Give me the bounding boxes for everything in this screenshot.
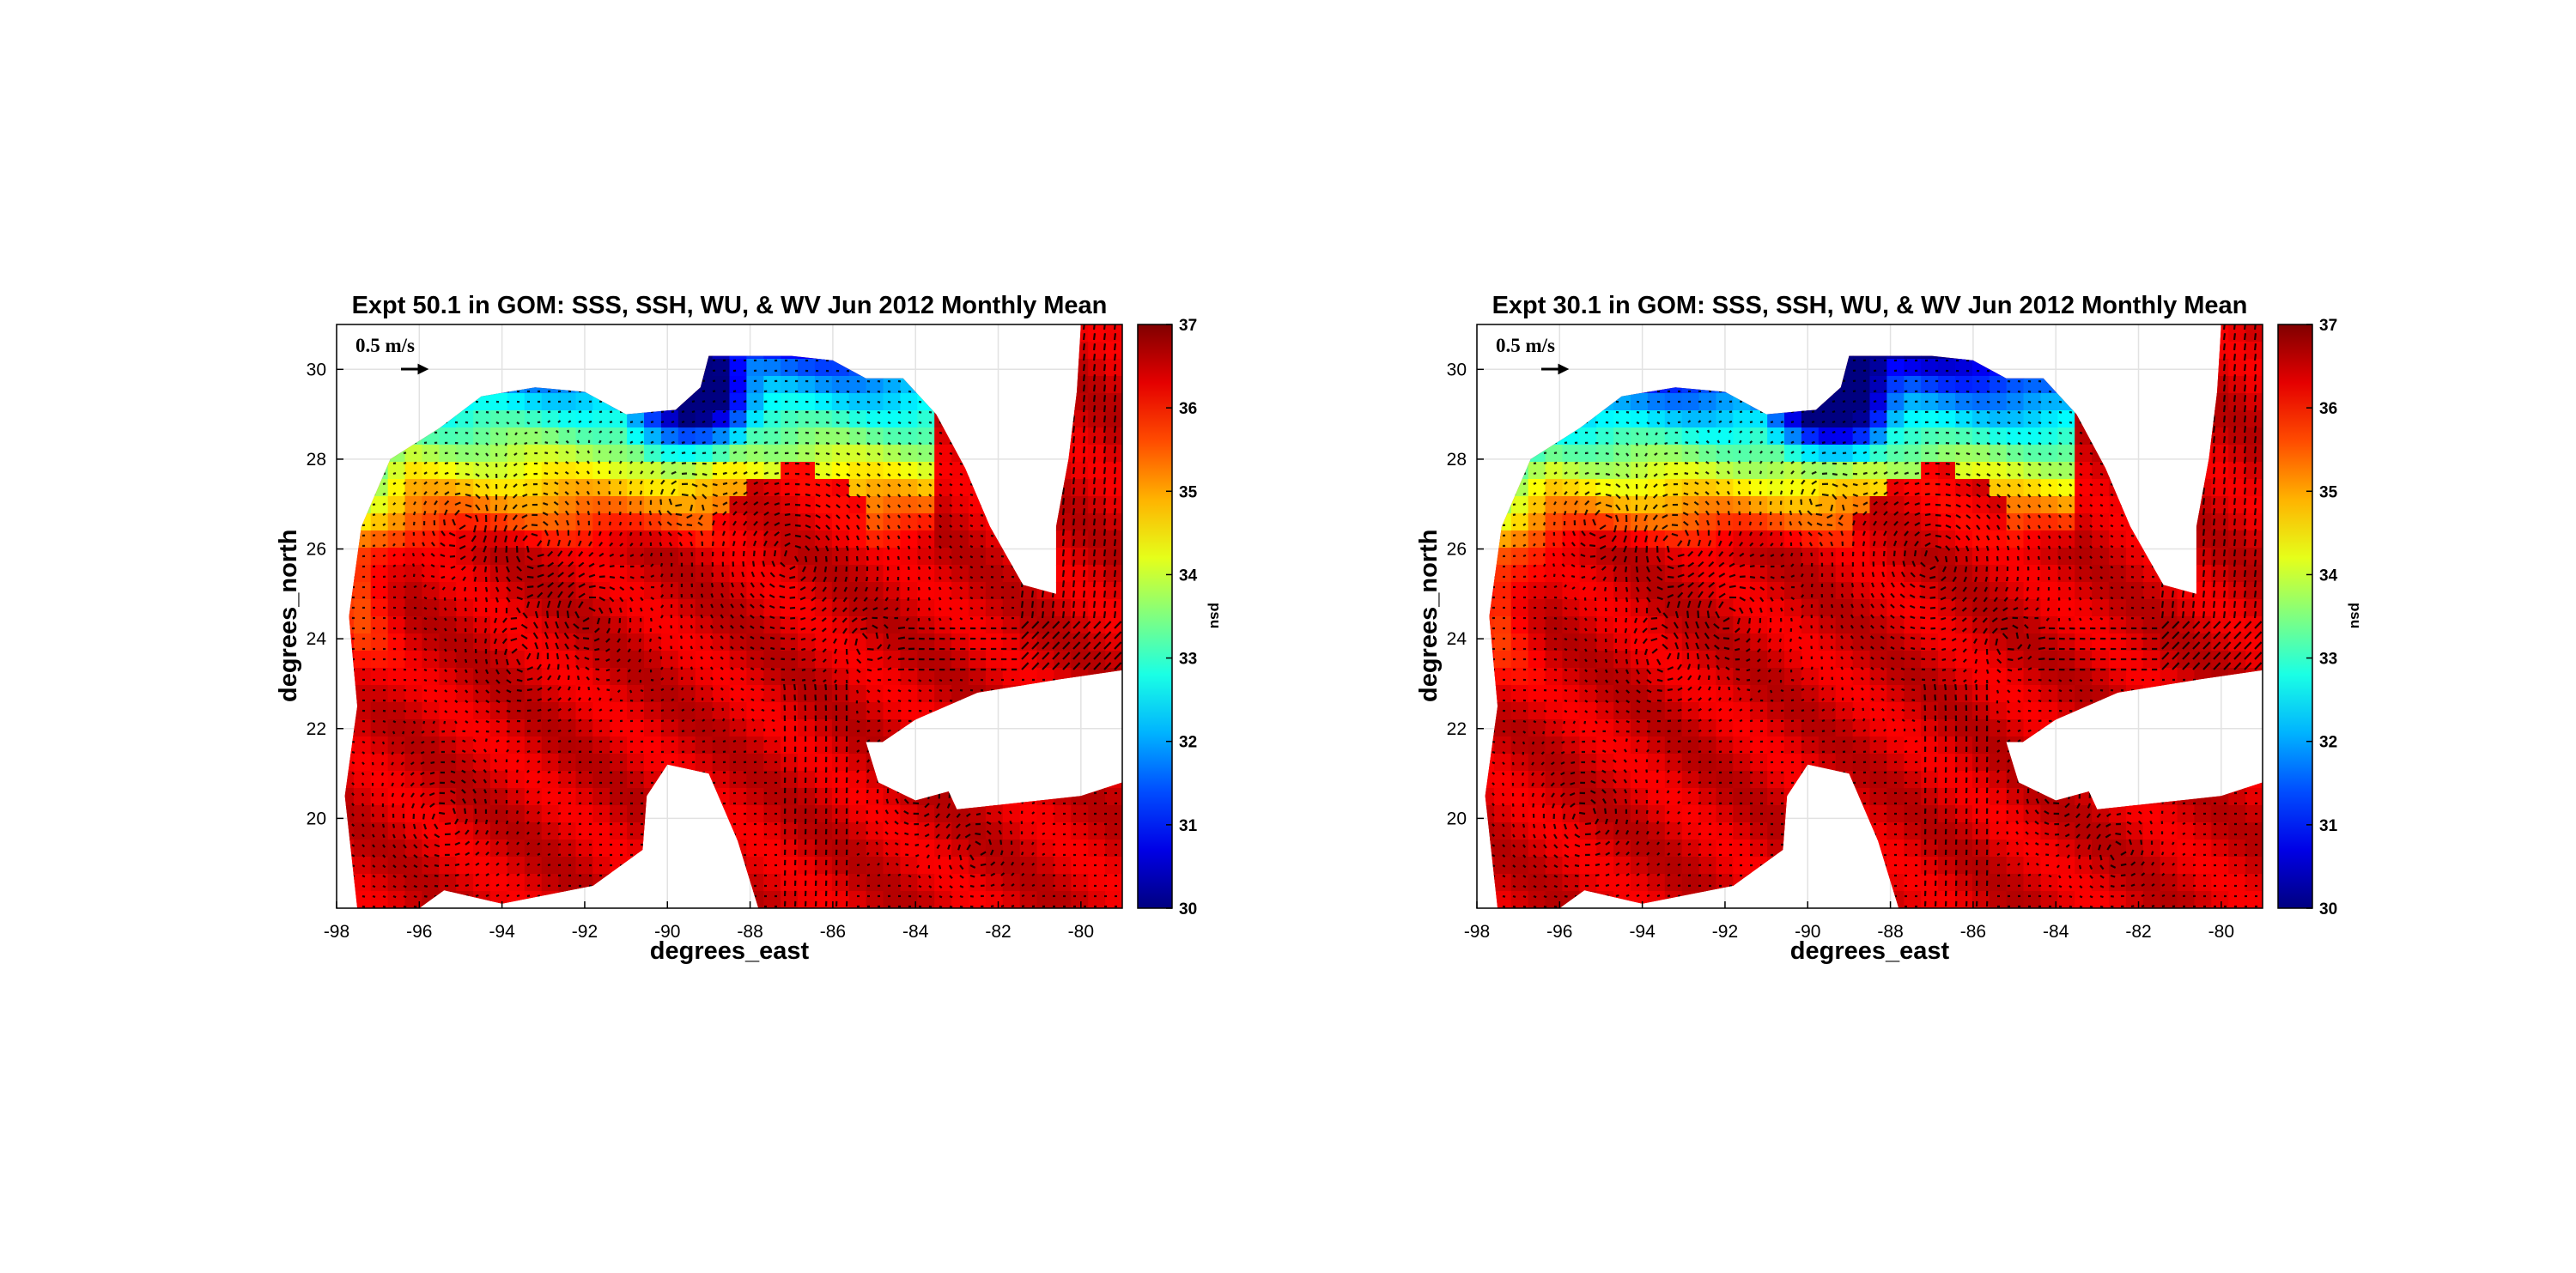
right-map-panel: Expt 30.1 in GOM: SSS, SSH, WU, & WV Jun… [1140,0,2364,1273]
colorbar-tick-label: 32 [1179,734,1197,752]
colorbar-tick-label: 35 [1179,483,1198,501]
colorbar-tick-label: 34 [1179,567,1198,585]
salinity-map: -98 -96 -94 -92 -90 -88 -86 -84 -82 -80 20 22 24 26 28… [1447,317,2338,942]
x-tick-label: -86 [1960,922,1986,942]
x-tick-label: -82 [985,922,1011,942]
x-tick-label: -98 [324,922,349,942]
y-tick-label: 22 [307,719,326,739]
colorbar [1137,324,1173,909]
y-tick-label: 24 [1447,629,1467,649]
left-map-panel: Expt 50.1 in GOM: SSS, SSH, WU, & WV Jun… [0,0,1224,1273]
x-tick-label: -92 [1712,922,1738,942]
x-tick-label: -88 [737,922,762,942]
y-axis-label: degrees_north [1415,529,1443,702]
y-tick-label: 30 [1447,360,1467,379]
x-tick-label: -98 [1464,922,1490,942]
salinity-map: -98 -96 -94 -92 -90 -88 -86 -84 -82 -80 20 22 24 26 28… [307,317,1198,942]
tick-labels: -98 -96 -94 -92 -90 -88 -86 -84 -82 -80 20 22 24 26 28… [307,360,1094,942]
x-tick-label: -94 [1629,922,1656,942]
colorbar-tick-label: 34 [2319,567,2338,585]
colorbar-label: psu [2348,603,2364,629]
y-tick-label: 24 [307,629,327,649]
salinity-field [344,324,1122,908]
x-tick-label: -96 [1546,922,1572,942]
colorbar-tick-label: 31 [1179,817,1198,835]
y-tick-label: 26 [307,540,326,560]
plot-frame [336,324,1123,909]
y-tick-label: 30 [307,360,326,379]
colorbar-tick-label: 36 [1179,400,1197,418]
plot-frame [1476,324,2263,909]
y-tick-label: 26 [1447,540,1467,560]
velocity-scale-arrow [1541,363,1570,375]
y-axis-label: degrees_north [275,529,302,702]
x-axis-label: degrees_east [649,937,810,965]
x-tick-label: -86 [820,922,846,942]
colorbar-tick-label: 33 [2319,651,2337,669]
x-tick-label: -88 [1877,922,1903,942]
y-tick-label: 22 [1447,719,1467,739]
colorbar-tick-label: 35 [2319,483,2338,501]
x-tick-label: -92 [572,922,598,942]
colorbar-ticks: 30 31 32 33 34 35 36 37 [2319,317,2338,918]
x-tick-label: -84 [2043,922,2069,942]
x-tick-label: -84 [902,922,929,942]
colorbar-tick-label: 30 [1179,900,1197,918]
colorbar-tick-label: 37 [1179,317,1197,335]
colorbar-tick-label: 37 [2319,317,2337,335]
colorbar-ticks: 30 31 32 33 34 35 36 37 [1179,317,1198,918]
velocity-scale-label: 0.5 m/s [355,335,415,356]
x-tick-label: -80 [1068,922,1094,942]
tick-labels: -98 -96 -94 -92 -90 -88 -86 -84 -82 -80 20 22 24 26 28… [1447,360,2234,942]
y-tick-label: 28 [1447,450,1467,470]
y-tick-label: 28 [307,450,326,470]
x-tick-label: -90 [654,922,680,942]
salinity-field [1485,324,2263,908]
map-title: Expt 50.1 in GOM: SSS, SSH, WU, & WV Jun… [351,292,1108,319]
x-tick-label: -90 [1795,922,1820,942]
x-axis-label: degrees_east [1789,937,1950,965]
x-tick-label: -94 [489,922,515,942]
x-tick-label: -80 [2208,922,2234,942]
velocity-scale-arrow [401,363,429,375]
colorbar-tick-label: 36 [2319,400,2337,418]
colorbar [2277,324,2313,909]
y-tick-label: 20 [307,809,326,828]
velocity-scale-label: 0.5 m/s [1496,335,1555,356]
colorbar-tick-label: 33 [1179,651,1197,669]
map-title: Expt 30.1 in GOM: SSS, SSH, WU, & WV Jun… [1492,292,2248,319]
colorbar-tick-label: 30 [2319,900,2337,918]
colorbar-tick-label: 32 [2319,734,2337,752]
colorbar-tick-label: 31 [2319,817,2338,835]
y-tick-label: 20 [1447,809,1467,828]
x-tick-label: -96 [406,922,432,942]
x-tick-label: -82 [2125,922,2151,942]
